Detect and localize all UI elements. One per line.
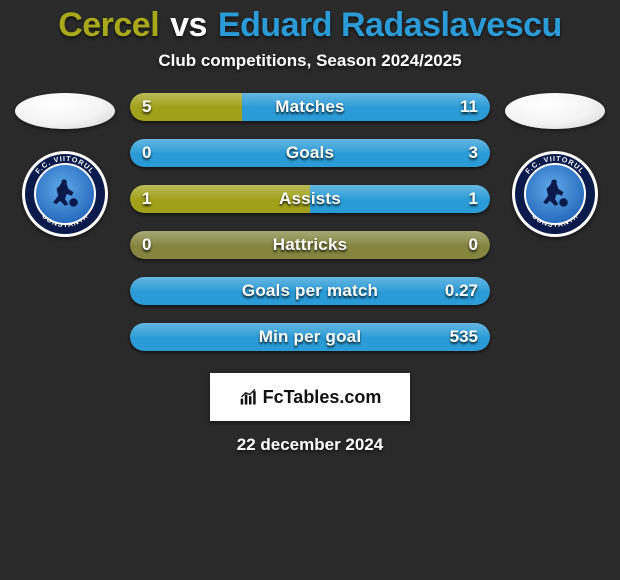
badge-inner: [524, 163, 586, 225]
stat-bar: 1Assists1: [130, 185, 490, 213]
left-side-column: F.C. VIITORUL CONSTANTA: [10, 93, 120, 237]
date-text: 22 december 2024: [237, 435, 384, 455]
stat-bar: 5Matches11: [130, 93, 490, 121]
stat-bar: Min per goal535: [130, 323, 490, 351]
stat-value-right: 535: [450, 323, 478, 351]
stat-label: Goals: [130, 139, 490, 167]
bar-chart-icon: [239, 387, 259, 407]
stat-label: Hattricks: [130, 231, 490, 259]
player-silhouette-icon: [48, 177, 82, 211]
brand-box: FcTables.com: [210, 373, 410, 421]
stat-value-right: 0.27: [445, 277, 478, 305]
subtitle: Club competitions, Season 2024/2025: [158, 51, 461, 71]
stat-value-right: 0: [469, 231, 478, 259]
stat-value-right: 11: [460, 93, 478, 121]
right-side-column: F.C. VIITORUL CONSTANTA: [500, 93, 610, 237]
stat-bar: 0Goals3: [130, 139, 490, 167]
player-silhouette-icon: [538, 177, 572, 211]
stat-value-right: 3: [469, 139, 478, 167]
brand-text: FcTables.com: [263, 387, 382, 408]
stat-label: Goals per match: [130, 277, 490, 305]
stat-label: Assists: [130, 185, 490, 213]
main-row: F.C. VIITORUL CONSTANTA 5Matches110Goals…: [0, 93, 620, 351]
badge-inner: [34, 163, 96, 225]
avatar-placeholder-right: [505, 93, 605, 129]
club-badge-right: F.C. VIITORUL CONSTANTA: [512, 151, 598, 237]
page-title: Cercel vs Eduard Radaslavescu: [58, 6, 562, 45]
content-wrapper: Cercel vs Eduard Radaslavescu Club compe…: [0, 0, 620, 580]
stat-label: Min per goal: [130, 323, 490, 351]
stat-value-right: 1: [469, 185, 478, 213]
avatar-placeholder-left: [15, 93, 115, 129]
player-right-name: Eduard Radaslavescu: [218, 6, 562, 44]
stat-bar: Goals per match0.27: [130, 277, 490, 305]
title-vs: vs: [170, 6, 207, 44]
player-left-name: Cercel: [58, 6, 159, 44]
stats-column: 5Matches110Goals31Assists10Hattricks0Goa…: [130, 93, 490, 351]
club-badge-left: F.C. VIITORUL CONSTANTA: [22, 151, 108, 237]
stat-label: Matches: [130, 93, 490, 121]
stat-bar: 0Hattricks0: [130, 231, 490, 259]
